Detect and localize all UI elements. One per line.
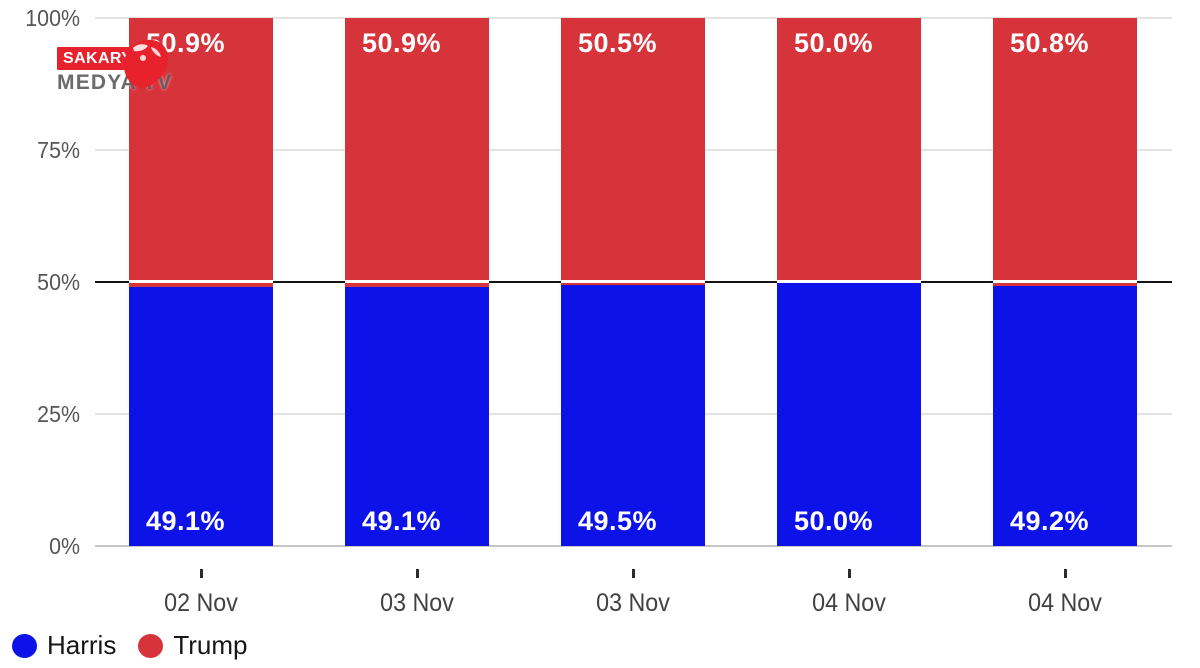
harris-segment[interactable] bbox=[561, 284, 705, 546]
trump-segment[interactable] bbox=[561, 18, 705, 285]
x-axis-date-label: 03 Nov bbox=[380, 589, 454, 617]
fifty-percent-marker bbox=[561, 280, 705, 283]
trump-value-label: 50.0% bbox=[794, 28, 874, 58]
x-axis-tick bbox=[415, 569, 419, 578]
x-axis-tick bbox=[847, 569, 851, 578]
trump-value-label: 50.8% bbox=[1010, 28, 1090, 58]
legend-label-trump: Trump bbox=[173, 630, 248, 660]
legend-dot-trump bbox=[138, 633, 164, 658]
fifty-percent-marker bbox=[129, 280, 273, 283]
gridline-0% bbox=[95, 545, 1172, 547]
bar-column-1[interactable]: 50.9% 49.1% bbox=[129, 18, 273, 546]
harris-segment[interactable] bbox=[777, 282, 921, 546]
harris-value-label: 49.1% bbox=[362, 506, 442, 536]
y-axis-tick-label: 100% bbox=[25, 5, 81, 31]
x-axis-date-label: 03 Nov bbox=[596, 589, 670, 617]
legend-item-harris[interactable]: Harris bbox=[12, 630, 116, 661]
trump-value-label: 50.9% bbox=[362, 28, 442, 58]
y-axis-tick-label: 0% bbox=[49, 533, 80, 559]
x-axis-tick bbox=[631, 569, 635, 578]
x-axis-date-label: 04 Nov bbox=[1028, 589, 1102, 617]
x-axis-date-label: 02 Nov bbox=[164, 589, 238, 617]
legend-dot-harris bbox=[12, 633, 37, 658]
x-axis-tick bbox=[199, 569, 203, 578]
harris-value-label: 49.5% bbox=[578, 506, 658, 536]
trump-segment[interactable] bbox=[777, 18, 921, 282]
fifty-percent-marker bbox=[777, 280, 921, 283]
y-axis-tick-label: 25% bbox=[37, 401, 80, 427]
harris-value-label: 49.1% bbox=[146, 506, 226, 536]
bar-column-4[interactable]: 50.0% 50.0% bbox=[777, 18, 921, 546]
trump-segment[interactable] bbox=[345, 18, 489, 287]
y-axis-tick-label: 75% bbox=[37, 137, 80, 163]
trump-value-label: 50.5% bbox=[578, 28, 658, 58]
bar-column-3[interactable]: 50.5% 49.5% bbox=[561, 18, 705, 546]
harris-segment[interactable] bbox=[129, 286, 273, 546]
harris-segment[interactable] bbox=[993, 286, 1137, 546]
bar-column-2[interactable]: 50.9% 49.1% bbox=[345, 18, 489, 546]
legend: Harris Trump bbox=[12, 630, 270, 661]
x-axis-date-label: 04 Nov bbox=[812, 589, 886, 617]
y-axis-tick-label: 50% bbox=[37, 269, 80, 295]
harris-segment[interactable] bbox=[345, 286, 489, 546]
watermark-logo: SAKARYA MEDYA TV bbox=[57, 39, 172, 93]
harris-value-label: 50.0% bbox=[794, 506, 874, 536]
x-axis-tick bbox=[1063, 569, 1067, 578]
harris-value-label: 49.2% bbox=[1010, 506, 1090, 536]
watermark-tv-icon bbox=[121, 38, 171, 96]
watermark-row: SAKARYA bbox=[57, 39, 172, 88]
legend-label-harris: Harris bbox=[47, 630, 117, 660]
legend-item-trump[interactable]: Trump bbox=[138, 630, 248, 661]
bar-column-5[interactable]: 50.8% 49.2% bbox=[993, 18, 1137, 546]
trump-segment[interactable] bbox=[993, 18, 1137, 287]
fifty-percent-marker bbox=[993, 280, 1137, 283]
fifty-percent-marker bbox=[345, 280, 489, 283]
